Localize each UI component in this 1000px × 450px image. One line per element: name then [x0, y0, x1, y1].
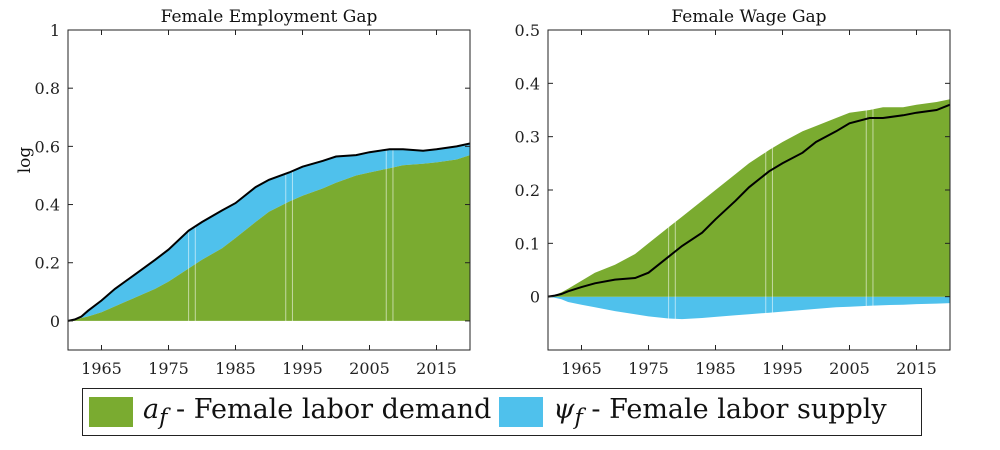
chart-title: Female Employment Gap — [161, 7, 378, 27]
x-tick-label: 1965 — [561, 359, 602, 378]
legend: af - Female labor demand ψf - Female lab… — [82, 388, 922, 436]
axes-frame — [67, 29, 471, 351]
legend-subscript-supply: f — [574, 404, 583, 431]
total-gap-line — [548, 103, 950, 298]
x-tick-label: 1995 — [282, 359, 323, 378]
x-tick-label: 1965 — [81, 359, 122, 378]
legend-swatch-supply — [499, 396, 544, 427]
y-tick-label: 0.4 — [515, 74, 540, 93]
x-tick-label: 2015 — [896, 359, 937, 378]
plot-area — [548, 30, 950, 350]
y-tick-label: 0 — [50, 312, 60, 331]
y-tick-label: 0.5 — [515, 21, 540, 40]
area-labor-supply — [68, 143, 470, 321]
x-tick-label: 1975 — [148, 359, 189, 378]
legend-label-demand: af - Female labor demand — [143, 394, 491, 430]
legend-entry-demand: af - Female labor demand — [89, 394, 491, 430]
area-labor-demand — [548, 99, 950, 297]
y-tick-label: 0.6 — [35, 137, 60, 156]
x-tick-label: 1995 — [762, 359, 803, 378]
x-tick-label: 2005 — [829, 359, 870, 378]
area-labor-demand — [68, 155, 470, 321]
y-tick-label: 0 — [530, 288, 540, 307]
total-gap-line — [68, 142, 470, 322]
y-tick-label: 0.4 — [35, 196, 60, 215]
chart-title: Female Wage Gap — [671, 7, 826, 27]
y-tick-label: 0.2 — [515, 181, 540, 200]
chart-panel-1: 0 0.2 0.4 0.6 0.8 1 1965 1975 1985 1995 2005 2015 Fe… — [15, 7, 471, 378]
chart-panel-2: 0 0.1 0.2 0.3 0.4 0.5 1965 1975 1985 1995 2005 2015… — [515, 7, 951, 378]
legend-symbol-supply: ψ — [553, 393, 575, 425]
x-tick-label: 2015 — [416, 359, 457, 378]
y-tick-label: 0.3 — [515, 128, 540, 147]
legend-text-supply: - Female labor supply — [591, 393, 887, 425]
legend-symbol-demand: a — [143, 393, 160, 425]
legend-entry-supply: ψf - Female labor supply — [499, 394, 887, 430]
legend-swatch-demand — [89, 396, 133, 427]
x-tick-label: 1985 — [215, 359, 256, 378]
legend-subscript-demand: f — [159, 404, 168, 431]
y-axis-label: log — [15, 147, 35, 174]
legend-text-demand: - Female labor demand — [176, 393, 492, 425]
x-tick-label: 1985 — [695, 359, 736, 378]
area-labor-supply — [548, 296, 950, 320]
figure-canvas: 0 0.2 0.4 0.6 0.8 1 1965 1975 1985 1995 2005 2015 Fe… — [15, 7, 951, 378]
y-tick-label: 1 — [50, 21, 60, 40]
x-tick-label: 2005 — [349, 359, 390, 378]
legend-label-supply: ψf - Female labor supply — [553, 394, 886, 430]
y-tick-label: 0.1 — [515, 234, 540, 253]
y-tick-label: 0.8 — [35, 79, 60, 98]
plot-area — [68, 30, 470, 350]
y-tick-label: 0.2 — [35, 254, 60, 273]
x-tick-label: 1975 — [628, 359, 669, 378]
